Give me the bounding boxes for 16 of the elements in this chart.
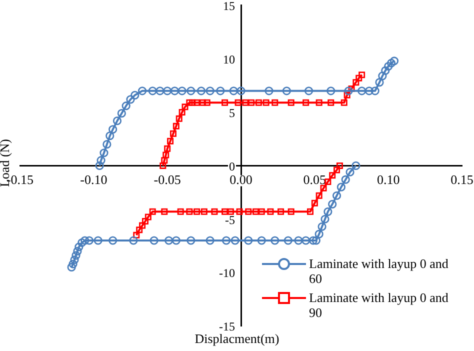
x-tick-label: -0.10 — [80, 172, 108, 188]
y-tick-label: 5 — [229, 106, 235, 120]
y-tick-label: -10 — [219, 266, 235, 280]
legend-label: Laminate with layup 0 and 60 — [309, 256, 449, 286]
x-tick-label: 0.05 — [303, 172, 326, 188]
x-tick-label: 0.10 — [376, 172, 400, 188]
legend-label: Laminate with layup 0 and 90 — [309, 290, 449, 320]
y-tick-label: 10 — [223, 52, 235, 66]
x-tick-label: -0.05 — [154, 172, 181, 188]
x-axis-title: Displacment(m) — [194, 331, 280, 347]
y-tick-label: 0 — [229, 159, 235, 174]
y-tick-label: 15 — [223, 0, 235, 14]
y-tick-label: -5 — [225, 212, 235, 227]
x-tick-label: 0.15 — [450, 172, 474, 188]
x-tick-label: 0.00 — [230, 172, 252, 188]
y-tick-label: -15 — [219, 320, 235, 334]
